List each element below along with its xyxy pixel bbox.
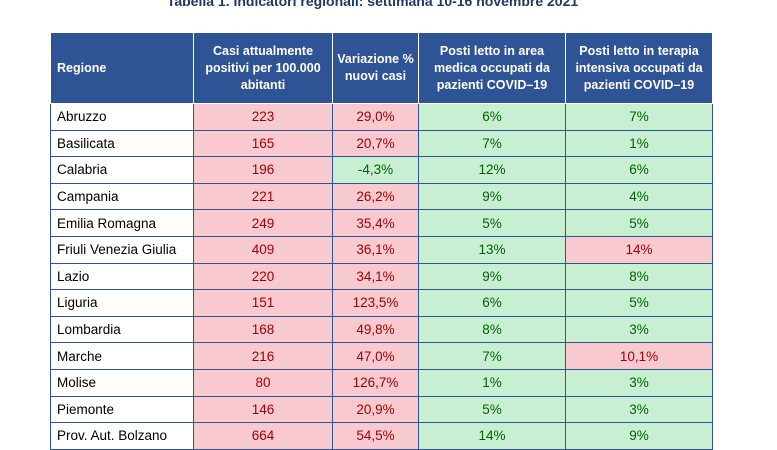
table-row: Campania 221 26,2% 9% 4%: [50, 182, 713, 211]
table-title: Tabella 1. Indicatori regionali: settima…: [166, 0, 579, 9]
value-cell: 196: [193, 156, 333, 184]
table-row: Abruzzo 223 29,0% 6% 7%: [50, 103, 713, 131]
table-row: Marche 216 47,0% 7% 10,1%: [50, 342, 713, 370]
table-row: Piemonte 146 20,9% 5% 3%: [50, 395, 713, 424]
value-cell: 80: [193, 368, 333, 397]
table-row: Emilia Romagna 249 35,4% 5% 5%: [50, 209, 713, 237]
column-header: Variazione % nuovi casi: [332, 32, 419, 104]
value-cell: 54,5%: [332, 422, 419, 450]
value-cell: 223: [193, 103, 333, 131]
value-cell: 34,1%: [332, 262, 419, 291]
column-header: Posti letto in area medica occupati da p…: [418, 32, 566, 104]
value-cell: 49,8%: [332, 315, 419, 344]
table-body: Abruzzo 223 29,0% 6% 7% Basilicata 165 20,7% 7% 1…: [50, 103, 713, 450]
page: Tabella 1. Indicatori regionali: settima…: [50, 0, 713, 450]
value-cell: 249: [193, 209, 333, 237]
value-cell: 6%: [418, 289, 566, 317]
column-header: Casi attualmente positivi per 100.000 ab…: [193, 32, 333, 104]
value-cell: 165: [193, 129, 333, 158]
value-cell: 3%: [565, 315, 713, 344]
column-header: Regione: [50, 32, 194, 104]
value-cell: 220: [193, 262, 333, 291]
region-cell: Abruzzo: [50, 103, 194, 131]
value-cell: 9%: [418, 182, 566, 211]
value-cell: 12%: [418, 156, 566, 184]
value-cell: 10,1%: [565, 342, 713, 370]
value-cell: 151: [193, 289, 333, 317]
region-cell: Calabria: [50, 156, 194, 184]
table-row: Friuli Venezia Giulia 409 36,1% 13% 14%: [50, 235, 713, 264]
table-row: Lazio 220 34,1% 9% 8%: [50, 262, 713, 291]
value-cell: 6%: [565, 156, 713, 184]
value-cell: 36,1%: [332, 235, 419, 264]
value-cell: 8%: [418, 315, 566, 344]
value-cell: 146: [193, 395, 333, 424]
data-table: Regione Casi attualmente positivi per 100…: [50, 32, 713, 450]
region-cell: Marche: [50, 342, 194, 370]
value-cell: 168: [193, 315, 333, 344]
value-cell: 9%: [565, 422, 713, 450]
table-row: Liguria 151 123,5% 6% 5%: [50, 289, 713, 317]
value-cell: 14%: [418, 422, 566, 450]
value-cell: 5%: [418, 209, 566, 237]
value-cell: 8%: [565, 262, 713, 291]
table-row: Lombardia 168 49,8% 8% 3%: [50, 315, 713, 344]
value-cell: 664: [193, 422, 333, 450]
value-cell: 221: [193, 182, 333, 211]
value-cell: 409: [193, 235, 333, 264]
value-cell: 29,0%: [332, 103, 419, 131]
value-cell: 20,7%: [332, 129, 419, 158]
region-cell: Molise: [50, 368, 194, 397]
region-cell: Lombardia: [50, 315, 194, 344]
value-cell: 3%: [565, 368, 713, 397]
value-cell: 126,7%: [332, 368, 419, 397]
value-cell: 35,4%: [332, 209, 419, 237]
region-cell: Liguria: [50, 289, 194, 317]
value-cell: 1%: [565, 129, 713, 158]
table-row: Molise 80 126,7% 1% 3%: [50, 368, 713, 397]
value-cell: 47,0%: [332, 342, 419, 370]
value-cell: 6%: [418, 103, 566, 131]
region-cell: Friuli Venezia Giulia: [50, 235, 194, 264]
region-cell: Campania: [50, 182, 194, 211]
column-header: Posti letto in terapia intensiva occupat…: [565, 32, 713, 104]
table-row: Basilicata 165 20,7% 7% 1%: [50, 129, 713, 158]
value-cell: 9%: [418, 262, 566, 291]
value-cell: 20,9%: [332, 395, 419, 424]
table-row: Calabria 196 -4,3% 12% 6%: [50, 156, 713, 184]
value-cell: 5%: [565, 289, 713, 317]
region-cell: Lazio: [50, 262, 194, 291]
region-cell: Basilicata: [50, 129, 194, 158]
value-cell: 216: [193, 342, 333, 370]
value-cell: 26,2%: [332, 182, 419, 211]
value-cell: 7%: [418, 129, 566, 158]
value-cell: 4%: [565, 182, 713, 211]
value-cell: -4,3%: [332, 156, 419, 184]
table-row: Prov. Aut. Bolzano 664 54,5% 14% 9%: [50, 422, 713, 450]
value-cell: 1%: [418, 368, 566, 397]
value-cell: 14%: [565, 235, 713, 264]
value-cell: 7%: [565, 103, 713, 131]
value-cell: 13%: [418, 235, 566, 264]
value-cell: 5%: [418, 395, 566, 424]
region-cell: Emilia Romagna: [50, 209, 194, 237]
value-cell: 3%: [565, 395, 713, 424]
region-cell: Piemonte: [50, 395, 194, 424]
value-cell: 123,5%: [332, 289, 419, 317]
header-row: Regione Casi attualmente positivi per 100…: [50, 32, 713, 104]
value-cell: 5%: [565, 209, 713, 237]
value-cell: 7%: [418, 342, 566, 370]
region-cell: Prov. Aut. Bolzano: [50, 422, 194, 450]
